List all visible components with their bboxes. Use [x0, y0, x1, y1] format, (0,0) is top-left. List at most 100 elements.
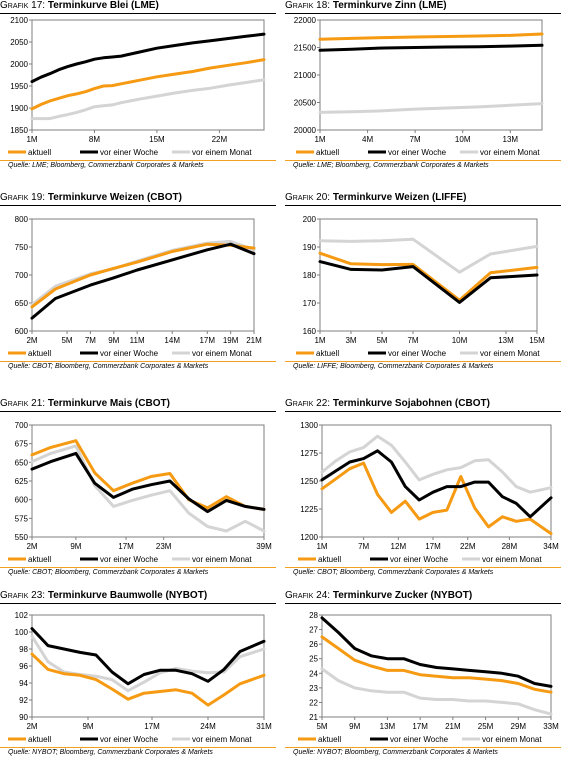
- legend-label-woche: vor einer Woche: [390, 735, 449, 744]
- series-line-aktuell: [318, 251, 539, 302]
- chart-svg: 160 170 180 190 200 1M 3M 5M 7M 10M 13M 15M aktuell v…: [296, 215, 545, 358]
- chart-title-text: Terminkurve Mais (CBOT): [47, 398, 170, 409]
- legend-label-woche: vor einer Woche: [100, 148, 159, 157]
- series-line-aktuell: [30, 58, 266, 111]
- x-tick-label: 7M: [410, 135, 421, 144]
- x-tick-label: 17M: [425, 542, 441, 551]
- y-tick-label: 800: [15, 215, 29, 224]
- legend-label-aktuell: aktuell: [28, 735, 51, 744]
- chart-title: Grafik 21: Terminkurve Mais (CBOT): [0, 398, 276, 410]
- series-line-aktuell: [320, 461, 553, 536]
- series-line-monat: [320, 434, 553, 494]
- chart-number: Grafik 22:: [285, 398, 331, 409]
- x-tick-label: 7M: [358, 542, 369, 551]
- y-tick-label: 1225: [300, 505, 318, 514]
- x-tick-label: 15M: [529, 336, 545, 345]
- y-tick-label: 102: [15, 611, 29, 620]
- x-tick-label: 21M: [246, 336, 262, 345]
- chart-title-text: Terminkurve Weizen (LIFFE): [332, 192, 467, 203]
- y-tick-label: 600: [15, 496, 29, 505]
- footer-rule: [0, 747, 276, 748]
- x-tick-label: 17M: [118, 542, 134, 551]
- y-tick-label: 1250: [300, 477, 318, 486]
- series-line-monat: [320, 667, 553, 716]
- legend-label-aktuell: aktuell: [28, 349, 51, 358]
- y-tick-label: 1300: [300, 421, 318, 430]
- chart-title: Grafik 22: Terminkurve Sojabohnen (CBOT): [285, 398, 561, 410]
- y-tick-label: 190: [303, 243, 317, 252]
- series-line-monat: [30, 78, 266, 121]
- x-tick-label: 7M: [407, 336, 418, 345]
- chart-source: Quelle: LME; Bloomberg, Commerzbank Corp…: [8, 162, 204, 169]
- chart-svg: 90 92 94 96 98 100 102 2M 9M 17M 24M 31M aktuell vor …: [8, 611, 272, 744]
- y-tick-label: 25: [309, 655, 318, 664]
- y-tick-label: 21: [309, 713, 318, 722]
- chart-number: Grafik 17:: [0, 0, 46, 11]
- x-tick-label: 8M: [89, 135, 100, 144]
- series-line-monat: [318, 102, 544, 114]
- chart-title-text: Terminkurve Baumwolle (NYBOT): [47, 590, 208, 601]
- chart-title-text: Terminkurve Zucker (NYBOT): [332, 590, 473, 601]
- y-tick-label: 21500: [294, 44, 317, 53]
- x-tick-label: 17M: [144, 722, 160, 731]
- series-line-woche: [30, 451, 266, 514]
- legend-label-woche: vor einer Woche: [100, 349, 159, 358]
- series-line-woche: [320, 616, 553, 688]
- y-tick-label: 22: [309, 698, 318, 707]
- chart-title: Grafik 20: Terminkurve Weizen (LIFFE): [285, 192, 561, 204]
- chart-number: Grafik 18:: [285, 0, 331, 11]
- y-tick-label: 180: [303, 271, 317, 280]
- chart-svg: 20000 20500 21000 21500 22000 1M 4M 7M 10M 13M akt…: [294, 16, 544, 157]
- y-tick-label: 24: [309, 669, 318, 678]
- chart-svg: 1850 1900 1950 2000 2050 2100 1M 8M 15M 22M aktuel…: [8, 16, 266, 157]
- x-tick-label: 11M: [130, 336, 145, 345]
- series-line-monat: [318, 237, 539, 274]
- x-tick-label: 3M: [345, 336, 356, 345]
- legend-label-aktuell: aktuell: [28, 148, 51, 157]
- x-tick-label: 7M: [85, 336, 96, 345]
- chart-source: Quelle: LME; Bloomberg, Commerzbank Corp…: [293, 162, 489, 169]
- x-tick-label: 13M: [380, 722, 396, 731]
- y-tick-label: 675: [15, 440, 29, 449]
- legend-label-woche: vor einer Woche: [390, 555, 449, 564]
- legend-label-woche: vor einer Woche: [100, 735, 159, 744]
- chart-number: Grafik 19:: [0, 192, 46, 203]
- y-tick-label: 20000: [294, 126, 317, 135]
- chart-panel-baumwolle-nybot: Grafik 23: Terminkurve Baumwolle (NYBOT)…: [0, 590, 276, 780]
- chart-source: Quelle: NYBOT; Bloomberg, Commerzbank Co…: [8, 749, 213, 756]
- legend-label-monat: vor einem Monat: [192, 148, 252, 157]
- y-tick-label: 160: [303, 327, 317, 336]
- chart-number: Grafik 20:: [285, 192, 331, 203]
- chart-svg: 21 22 23 24 25 26 27 28 5M 9M 13M 17M 21M 25M 29M 33M ak…: [298, 611, 559, 744]
- legend-label-aktuell: aktuell: [28, 555, 51, 564]
- legend-label-aktuell: aktuell: [318, 735, 341, 744]
- chart-svg: 600 650 700 750 800 2M 5M 7M 9M 11M 14M 17M 19M 21M ak…: [8, 215, 262, 358]
- legend-label-monat: vor einem Monat: [192, 555, 252, 564]
- chart-title: Grafik 24: Terminkurve Zucker (NYBOT): [285, 590, 561, 602]
- series-line-woche: [318, 260, 539, 304]
- y-tick-label: 1850: [10, 126, 28, 135]
- x-tick-label: 29M: [511, 722, 527, 731]
- chart-source: Quelle: CBOT; Bloomberg, Commerzbank Cor…: [8, 363, 209, 370]
- x-tick-label: 2M: [26, 336, 37, 345]
- title-rule: [285, 411, 561, 412]
- title-rule: [0, 603, 276, 604]
- x-tick-label: 33M: [543, 722, 559, 731]
- legend-label-aktuell: aktuell: [316, 349, 339, 358]
- x-tick-label: 13M: [498, 336, 514, 345]
- y-tick-label: 26: [309, 640, 318, 649]
- x-tick-label: 9M: [82, 722, 93, 731]
- chart-source: Quelle: CBOT; Bloomberg, Commerzbank Cor…: [293, 569, 494, 576]
- x-tick-label: 39M: [256, 542, 272, 551]
- x-tick-label: 1M: [26, 135, 37, 144]
- x-tick-label: 5M: [316, 722, 327, 731]
- y-tick-label: 200: [303, 215, 317, 224]
- series-line-woche: [30, 242, 256, 320]
- chart-panel-sojabohnen-cbot: Grafik 22: Terminkurve Sojabohnen (CBOT)…: [285, 398, 561, 588]
- series-line-woche: [30, 32, 266, 84]
- chart-source: Quelle: NYBOT; Bloomberg, Commerzbank Co…: [293, 749, 498, 756]
- chart-title: Grafik 18: Terminkurve Zinn (LME): [285, 0, 561, 12]
- title-rule: [285, 13, 561, 14]
- chart-number: Grafik 24:: [285, 590, 331, 601]
- y-tick-label: 700: [15, 271, 29, 280]
